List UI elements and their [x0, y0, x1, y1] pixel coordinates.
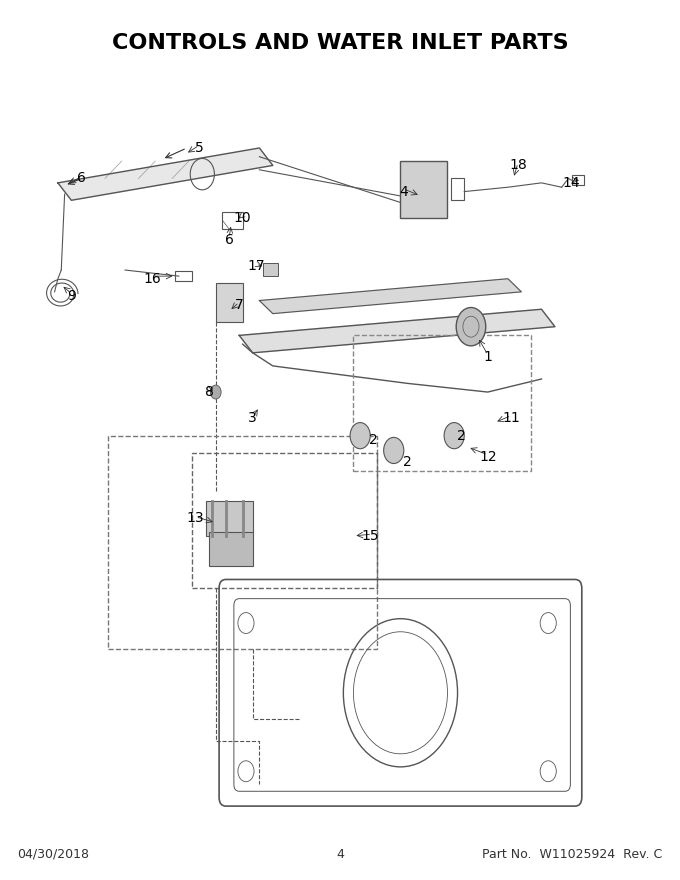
Bar	[451, 179, 464, 201]
Text: 18: 18	[509, 158, 527, 172]
Bar	[192, 453, 377, 588]
Text: 6: 6	[77, 172, 86, 186]
Polygon shape	[58, 148, 273, 201]
Text: 5: 5	[194, 141, 203, 155]
Text: 9: 9	[67, 290, 75, 304]
Circle shape	[210, 385, 221, 399]
Text: 16: 16	[143, 272, 160, 286]
Text: 4: 4	[336, 847, 344, 861]
Bar	[108, 436, 377, 649]
Bar	[572, 175, 584, 186]
Text: CONTROLS AND WATER INLET PARTS: CONTROLS AND WATER INLET PARTS	[112, 33, 568, 54]
Text: 14: 14	[563, 176, 581, 190]
Text: 4: 4	[399, 185, 408, 199]
Bar	[354, 335, 532, 471]
Text: 6: 6	[224, 232, 234, 246]
Text: 8: 8	[205, 385, 214, 399]
Text: 2: 2	[403, 455, 411, 469]
Text: 1: 1	[483, 350, 492, 364]
Bar	[209, 532, 253, 567]
Circle shape	[384, 437, 404, 464]
Bar	[222, 211, 243, 229]
Text: 2: 2	[369, 433, 378, 447]
Circle shape	[444, 422, 464, 449]
Circle shape	[456, 307, 486, 346]
Text: 2: 2	[456, 429, 465, 443]
Bar	[175, 271, 192, 282]
Circle shape	[350, 422, 370, 449]
Bar	[216, 283, 243, 322]
Polygon shape	[239, 309, 555, 353]
Text: 15: 15	[361, 529, 379, 543]
Text: 17: 17	[248, 259, 265, 273]
Text: 10: 10	[234, 210, 252, 224]
Bar	[401, 161, 447, 217]
Text: 04/30/2018: 04/30/2018	[18, 847, 90, 861]
Bar	[205, 501, 253, 536]
Bar	[262, 263, 277, 276]
Text: 12: 12	[479, 451, 496, 465]
Text: 13: 13	[187, 511, 205, 525]
Text: 11: 11	[503, 411, 520, 425]
Polygon shape	[259, 279, 522, 313]
Text: Part No.  W11025924  Rev. C: Part No. W11025924 Rev. C	[482, 847, 662, 861]
Text: 7: 7	[235, 298, 243, 312]
Text: 3: 3	[248, 411, 257, 425]
